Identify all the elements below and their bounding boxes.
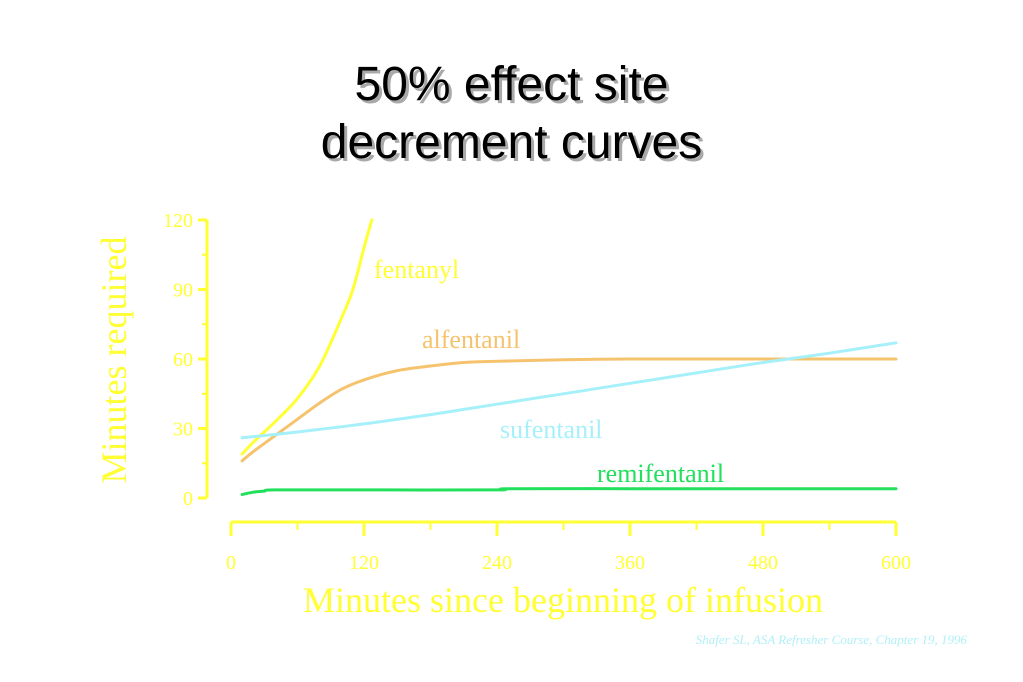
series-label-remifentanil: remifentanil bbox=[597, 459, 724, 488]
series-line-sufentanil bbox=[240, 341, 898, 440]
slide-title-line1: 50% effect site bbox=[354, 58, 669, 111]
x-tick-label: 480 bbox=[748, 552, 778, 574]
series-label-sufentanil: sufentanil bbox=[500, 415, 603, 444]
y-tick-label: 60 bbox=[173, 349, 193, 371]
x-tick-label: 0 bbox=[226, 552, 236, 574]
series-line-alfentanil bbox=[240, 357, 898, 463]
y-tick-label: 0 bbox=[183, 488, 193, 510]
x-tick-label: 240 bbox=[482, 552, 512, 574]
series-lines bbox=[240, 218, 898, 496]
series-label-alfentanil: alfentanil bbox=[422, 325, 520, 354]
x-axis-label: Minutes since beginning of infusion bbox=[303, 580, 823, 620]
slide-title-line2: decrement curves bbox=[320, 116, 703, 169]
source-credit: Shafer SL, ASA Refresher Course, Chapter… bbox=[695, 632, 967, 647]
x-axis: 0 120 240 360 480 600 bbox=[226, 520, 911, 574]
series-line-remifentanil bbox=[240, 487, 898, 496]
y-tick-label: 120 bbox=[163, 210, 193, 232]
y-axis: 0 30 60 90 120 bbox=[163, 210, 209, 510]
slide-title: 50% effect site decrement curves bbox=[0, 56, 1023, 172]
x-tick-label: 600 bbox=[881, 552, 911, 574]
series-label-fentanyl: fentanyl bbox=[374, 255, 459, 284]
y-tick-label: 90 bbox=[173, 280, 193, 302]
x-tick-label: 360 bbox=[615, 552, 645, 574]
y-tick-label: 30 bbox=[173, 419, 193, 441]
series-line-fentanyl bbox=[240, 218, 374, 456]
y-axis-label: Minutes required bbox=[94, 237, 134, 484]
x-tick-label: 120 bbox=[349, 552, 379, 574]
